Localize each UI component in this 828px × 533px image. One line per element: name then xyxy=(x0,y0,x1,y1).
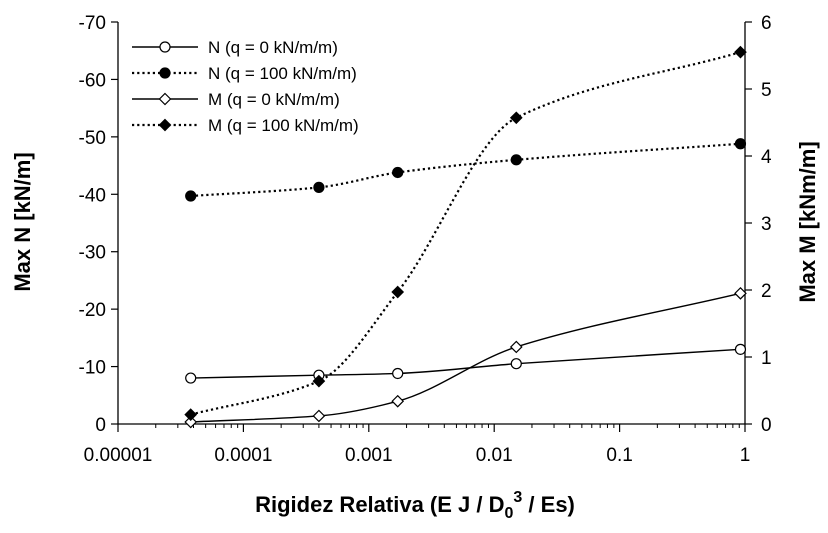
y2-tick-label: 0 xyxy=(761,415,772,436)
data-point xyxy=(510,154,522,166)
data-point xyxy=(509,340,523,354)
data-point xyxy=(312,409,326,423)
series-4 xyxy=(184,45,747,421)
legend-item: N (q = 100 kN/m/m) xyxy=(132,64,357,83)
y2-tick-label: 1 xyxy=(761,348,772,369)
x-tick-label: 0.01 xyxy=(476,445,513,466)
y-tick-label: -60 xyxy=(79,70,106,91)
y2-tick-label: 2 xyxy=(761,281,772,302)
data-point xyxy=(509,111,523,125)
x-tick-label: 0.1 xyxy=(606,445,632,466)
x-tick-label: 1 xyxy=(740,445,751,466)
legend-marker xyxy=(158,118,172,132)
data-point xyxy=(313,181,325,193)
legend-label: N (q = 100 kN/m/m) xyxy=(208,64,357,83)
series-line xyxy=(190,348,741,379)
data-point xyxy=(184,415,198,429)
legend-item: N (q = 0 kN/m/m) xyxy=(132,38,338,57)
data-point xyxy=(185,190,197,202)
legend-item: M (q = 100 kN/m/m) xyxy=(132,116,359,135)
series-1 xyxy=(185,343,747,384)
legend-marker xyxy=(159,41,171,53)
data-point xyxy=(734,45,747,59)
series-group xyxy=(184,45,747,429)
data-point xyxy=(734,138,747,150)
legend-label: N (q = 0 kN/m/m) xyxy=(208,38,338,57)
x-axis-title-tail: / Es) xyxy=(522,492,575,517)
y2-tick-label: 4 xyxy=(761,147,772,168)
data-point xyxy=(510,358,522,370)
series-3 xyxy=(184,287,747,429)
data-point xyxy=(391,394,405,408)
data-point xyxy=(185,372,197,384)
series-line xyxy=(190,292,741,423)
legend: N (q = 0 kN/m/m) N (q = 100 kN/m/m) M (q =… xyxy=(132,38,359,135)
y-tick-label: -50 xyxy=(79,128,106,149)
ticks: 0.00001 0.0001 0.001 0.01 0.1 1 -70 -60 -50 -40 -3… xyxy=(79,13,772,466)
data-point xyxy=(184,408,198,421)
y2-tick-label: 3 xyxy=(761,214,772,235)
y-tick-label: -10 xyxy=(79,358,106,379)
x-tick-label: 0.00001 xyxy=(84,445,153,466)
data-point xyxy=(392,367,404,380)
legend-label: M (q = 0 kN/m/m) xyxy=(208,90,340,109)
legend-marker xyxy=(158,92,172,106)
data-point xyxy=(734,287,747,300)
y-axis-title: Max N [kN/m] xyxy=(10,152,35,291)
data-point xyxy=(734,343,747,355)
x-axis-title-sup: 3 xyxy=(513,489,522,506)
y2-tick-label: 5 xyxy=(761,80,772,101)
y-tick-label: -40 xyxy=(79,185,106,206)
x-tick-label: 0.0001 xyxy=(214,445,272,466)
y-tick-label: -70 xyxy=(79,13,106,34)
y2-axis-title: Max M [kNm/m] xyxy=(795,141,820,302)
x-tick-label: 0.001 xyxy=(345,445,393,466)
data-point xyxy=(391,285,405,299)
x-axis-title-sub: 0 xyxy=(505,505,514,522)
legend-item: M (q = 0 kN/m/m) xyxy=(132,90,340,109)
y-tick-label: -30 xyxy=(79,243,106,264)
x-axis-title: Rigidez Relativa (E J / D03 / Es) xyxy=(255,489,575,522)
series-line xyxy=(190,142,741,198)
series-line xyxy=(190,51,741,416)
legend-marker xyxy=(159,67,171,79)
y-tick-label: 0 xyxy=(95,415,106,436)
legend-label: M (q = 100 kN/m/m) xyxy=(208,116,359,135)
data-point xyxy=(392,166,404,179)
series-2 xyxy=(185,138,747,202)
data-point xyxy=(312,374,326,388)
x-axis-title-main: Rigidez Relativa (E J / D xyxy=(255,492,504,517)
y-tick-label: -20 xyxy=(79,300,106,321)
y2-tick-label: 6 xyxy=(761,13,772,34)
